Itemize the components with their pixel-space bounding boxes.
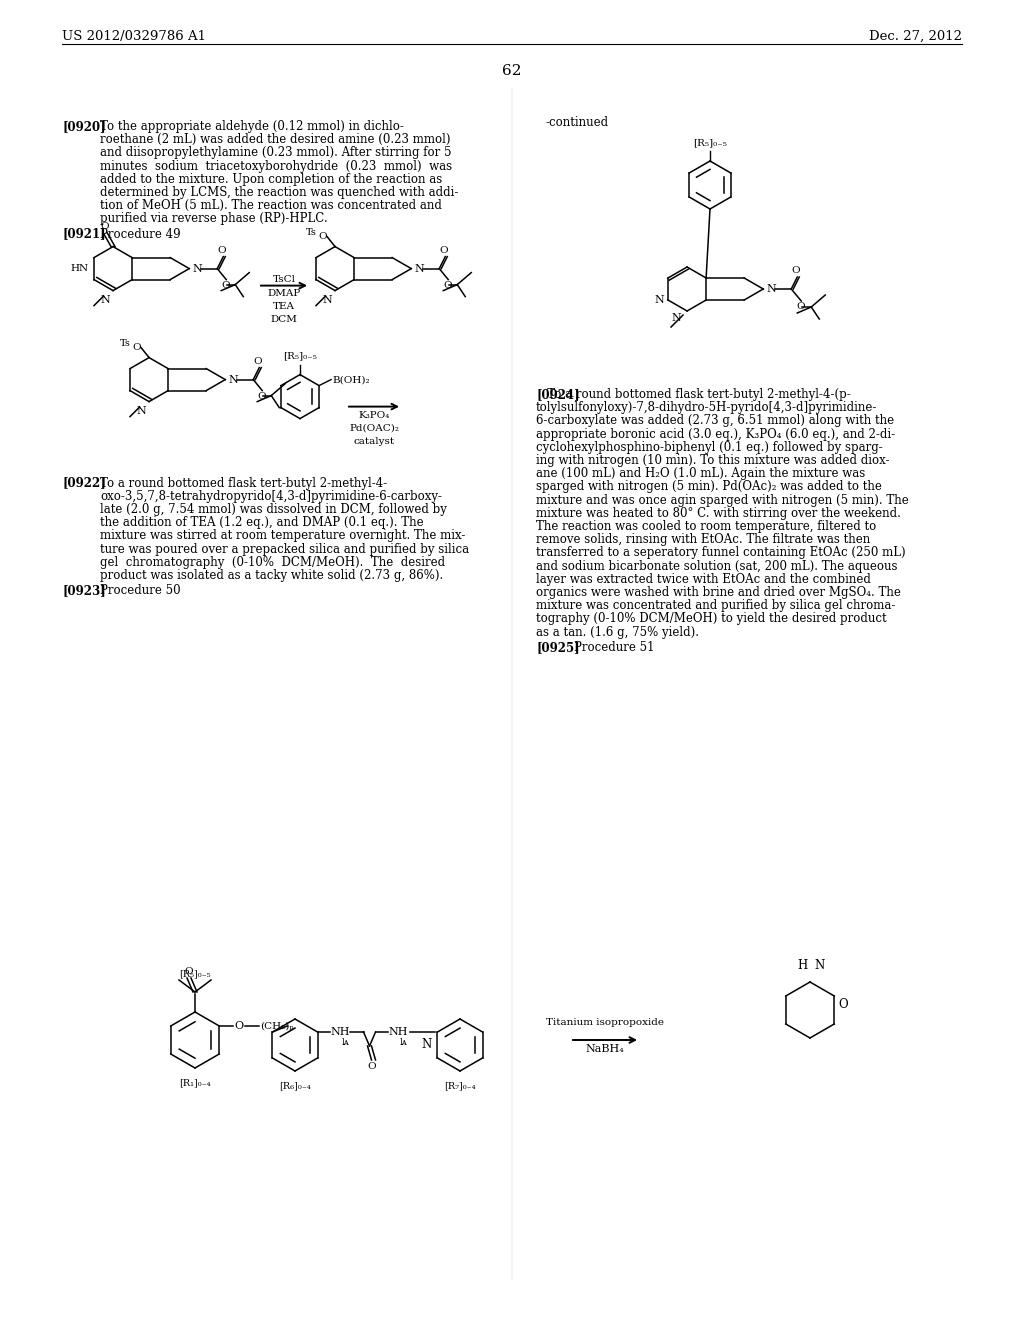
Text: N: N <box>422 1039 432 1052</box>
Text: Ts: Ts <box>306 228 317 238</box>
Text: tolylsulfonyloxy)-7,8-dihydro-5H-pyrido[4,3-d]pyrimidine-: tolylsulfonyloxy)-7,8-dihydro-5H-pyrido[… <box>536 401 878 414</box>
Text: N: N <box>654 294 664 305</box>
Text: O: O <box>368 1063 376 1071</box>
Text: [0923]: [0923] <box>62 585 105 597</box>
Text: appropriate boronic acid (3.0 eq.), K₃PO₄ (6.0 eq.), and 2-di-: appropriate boronic acid (3.0 eq.), K₃PO… <box>536 428 895 441</box>
Text: O: O <box>100 222 110 231</box>
Text: mixture and was once agin sparged with nitrogen (5 min). The: mixture and was once agin sparged with n… <box>536 494 908 507</box>
Text: Pd(OAC)₂: Pd(OAC)₂ <box>349 424 399 433</box>
Text: [0924]: [0924] <box>536 388 580 401</box>
Text: gel  chromatography  (0-10%  DCM/MeOH).  The  desired: gel chromatography (0-10% DCM/MeOH). The… <box>100 556 445 569</box>
Text: and sodium bicarbonate solution (sat, 200 mL). The aqueous: and sodium bicarbonate solution (sat, 20… <box>536 560 897 573</box>
Text: O: O <box>443 281 452 289</box>
Text: 6-carboxylate was added (2.73 g, 6.51 mmol) along with the: 6-carboxylate was added (2.73 g, 6.51 mm… <box>536 414 894 428</box>
Text: layer was extracted twice with EtOAc and the combined: layer was extracted twice with EtOAc and… <box>536 573 870 586</box>
Text: O: O <box>796 302 805 312</box>
Text: To a round bottomed flask tert-butyl 2-methyl-4-(p-: To a round bottomed flask tert-butyl 2-m… <box>536 388 851 401</box>
Text: as a tan. (1.6 g, 75% yield).: as a tan. (1.6 g, 75% yield). <box>536 626 699 639</box>
Text: purified via reverse phase (RP)-HPLC.: purified via reverse phase (RP)-HPLC. <box>100 213 328 226</box>
Text: O: O <box>221 281 229 289</box>
Text: tography (0-10% DCM/MeOH) to yield the desired product: tography (0-10% DCM/MeOH) to yield the d… <box>536 612 887 626</box>
Text: organics were washed with brine and dried over MgSO₄. The: organics were washed with brine and drie… <box>536 586 901 599</box>
Text: Procedure 51: Procedure 51 <box>574 640 654 653</box>
Text: TsCl: TsCl <box>272 275 296 284</box>
Text: N: N <box>672 313 681 323</box>
Text: [R₇]₀₋₄: [R₇]₀₋₄ <box>444 1081 476 1090</box>
Text: Titanium isopropoxide: Titanium isopropoxide <box>546 1018 664 1027</box>
Text: To a round bottomed flask tert-butyl 2-methyl-4-: To a round bottomed flask tert-butyl 2-m… <box>100 477 387 490</box>
Text: [0925]: [0925] <box>536 640 580 653</box>
Text: O: O <box>234 1020 244 1031</box>
Text: O: O <box>439 246 447 255</box>
Text: O: O <box>318 232 327 242</box>
Text: B(OH)₂: B(OH)₂ <box>332 375 370 384</box>
Text: N: N <box>193 264 202 273</box>
Text: lᴀ: lᴀ <box>399 1038 408 1047</box>
Text: [R₅]₀₋₅: [R₅]₀₋₅ <box>283 351 317 360</box>
Text: DMAP: DMAP <box>267 289 301 297</box>
Text: catalyst: catalyst <box>353 437 394 446</box>
Text: ing with nitrogen (10 min). To this mixture was added diox-: ing with nitrogen (10 min). To this mixt… <box>536 454 890 467</box>
Text: transferred to a seperatory funnel containing EtOAc (250 mL): transferred to a seperatory funnel conta… <box>536 546 905 560</box>
Text: [R₆]₀₋₄: [R₆]₀₋₄ <box>280 1081 311 1090</box>
Text: mixture was concentrated and purified by silica gel chroma-: mixture was concentrated and purified by… <box>536 599 895 612</box>
Text: The reaction was cooled to room temperature, filtered to: The reaction was cooled to room temperat… <box>536 520 877 533</box>
Text: late (2.0 g, 7.54 mmol) was dissolved in DCM, followed by: late (2.0 g, 7.54 mmol) was dissolved in… <box>100 503 446 516</box>
Text: remove solids, rinsing with EtOAc. The filtrate was then: remove solids, rinsing with EtOAc. The f… <box>536 533 870 546</box>
Text: HN: HN <box>71 264 89 273</box>
Text: H: H <box>798 960 808 972</box>
Text: determined by LCMS, the reaction was quenched with addi-: determined by LCMS, the reaction was que… <box>100 186 459 199</box>
Text: N: N <box>136 405 146 416</box>
Text: oxo-3,5,7,8-tetrahydropyrido[4,3-d]pyrimidine-6-carboxy-: oxo-3,5,7,8-tetrahydropyrido[4,3-d]pyrim… <box>100 490 442 503</box>
Text: O: O <box>184 968 194 975</box>
Text: O: O <box>217 246 225 255</box>
Text: -continued: -continued <box>546 116 609 129</box>
Text: [0922]: [0922] <box>62 477 105 490</box>
Text: N: N <box>415 264 424 273</box>
Text: mixture was stirred at room temperature overnight. The mix-: mixture was stirred at room temperature … <box>100 529 465 543</box>
Text: N: N <box>100 294 110 305</box>
Text: Procedure 50: Procedure 50 <box>100 585 180 597</box>
Text: ane (100 mL) and H₂O (1.0 mL). Again the mixture was: ane (100 mL) and H₂O (1.0 mL). Again the… <box>536 467 865 480</box>
Text: and diisopropylethylamine (0.23 mmol). After stirring for 5: and diisopropylethylamine (0.23 mmol). A… <box>100 147 452 160</box>
Text: K₃PO₄: K₃PO₄ <box>358 411 390 420</box>
Text: roethane (2 mL) was added the desired amine (0.23 mmol): roethane (2 mL) was added the desired am… <box>100 133 451 147</box>
Text: ture was poured over a prepacked silica and purified by silica: ture was poured over a prepacked silica … <box>100 543 469 556</box>
Text: lᴀ: lᴀ <box>342 1038 349 1047</box>
Text: N: N <box>766 284 776 294</box>
Text: 62: 62 <box>502 63 522 78</box>
Text: US 2012/0329786 A1: US 2012/0329786 A1 <box>62 30 206 44</box>
Text: NaBH₄: NaBH₄ <box>586 1044 625 1053</box>
Text: added to the mixture. Upon completion of the reaction as: added to the mixture. Upon completion of… <box>100 173 442 186</box>
Text: Ts: Ts <box>120 339 131 348</box>
Text: DCM: DCM <box>270 314 297 323</box>
Text: [R₁]₀₋₄: [R₁]₀₋₄ <box>179 1078 211 1086</box>
Text: TEA: TEA <box>273 301 295 310</box>
Text: Dec. 27, 2012: Dec. 27, 2012 <box>869 30 962 44</box>
Text: tion of MeOH (5 mL). The reaction was concentrated and: tion of MeOH (5 mL). The reaction was co… <box>100 199 442 213</box>
Text: Procedure 49: Procedure 49 <box>100 227 180 240</box>
Text: product was isolated as a tacky white solid (2.73 g, 86%).: product was isolated as a tacky white so… <box>100 569 443 582</box>
Text: (CH₂)ₚ: (CH₂)ₚ <box>260 1022 294 1031</box>
Text: O: O <box>253 356 261 366</box>
Text: O: O <box>132 343 141 352</box>
Text: NH: NH <box>331 1027 350 1038</box>
Text: O: O <box>257 392 265 400</box>
Text: O: O <box>791 267 800 275</box>
Text: To the appropriate aldehyde (0.12 mmol) in dichlo-: To the appropriate aldehyde (0.12 mmol) … <box>100 120 403 133</box>
Text: mixture was heated to 80° C. with stirring over the weekend.: mixture was heated to 80° C. with stirri… <box>536 507 901 520</box>
Text: sparged with nitrogen (5 min). Pd(OAc)₂ was added to the: sparged with nitrogen (5 min). Pd(OAc)₂ … <box>536 480 882 494</box>
Text: N: N <box>814 960 824 972</box>
Text: N: N <box>228 375 238 384</box>
Text: NH: NH <box>388 1027 408 1038</box>
Text: [0920]: [0920] <box>62 120 105 133</box>
Text: O: O <box>839 998 848 1011</box>
Text: the addition of TEA (1.2 eq.), and DMAP (0.1 eq.). The: the addition of TEA (1.2 eq.), and DMAP … <box>100 516 424 529</box>
Text: [R₅]₀₋₅: [R₅]₀₋₅ <box>693 139 727 147</box>
Text: minutes  sodium  triacetoxyborohydride  (0.23  mmol)  was: minutes sodium triacetoxyborohydride (0.… <box>100 160 453 173</box>
Text: N: N <box>323 294 332 305</box>
Text: cyclohexylphosphino-biphenyl (0.1 eq.) followed by sparg-: cyclohexylphosphino-biphenyl (0.1 eq.) f… <box>536 441 883 454</box>
Text: [0921]: [0921] <box>62 227 105 240</box>
Text: [R₅]₀₋₅: [R₅]₀₋₅ <box>179 969 211 978</box>
